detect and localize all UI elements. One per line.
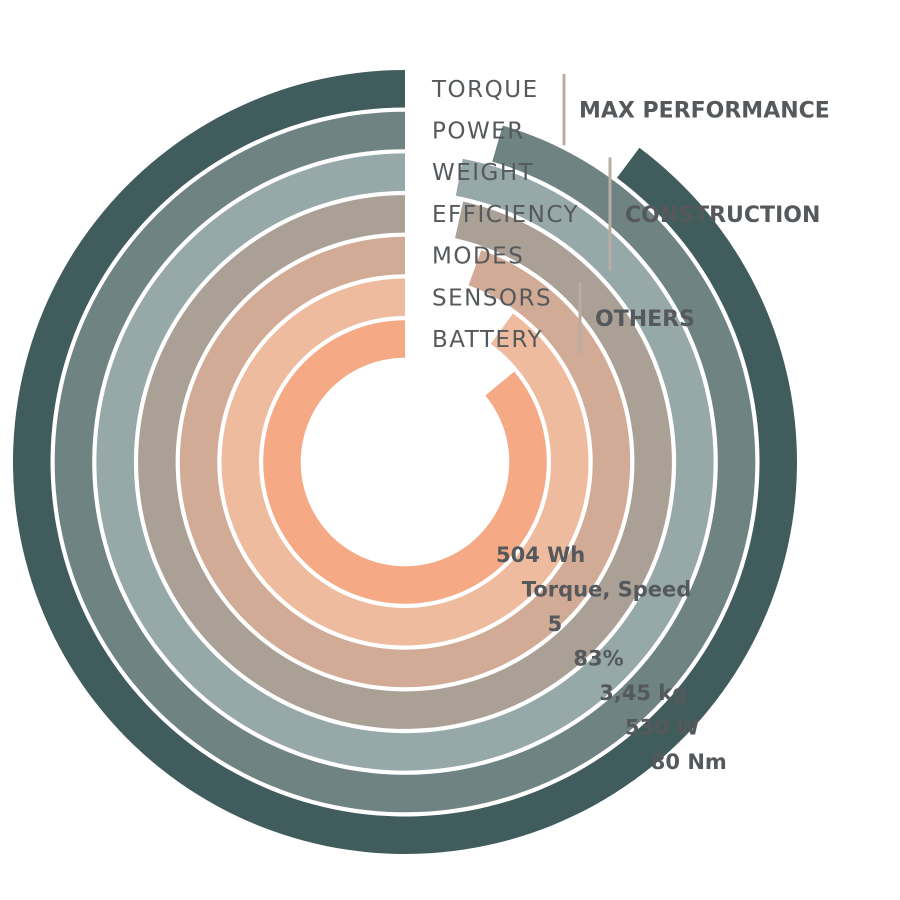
category-labels: TORQUE POWER WEIGHT EFFICIENCY MODES SENSORS B… bbox=[431, 77, 579, 353]
category-label-battery: BATTERY bbox=[432, 327, 543, 353]
value-label-modes: 5 bbox=[548, 612, 563, 636]
group-label-construction: CONSTRUCTION bbox=[625, 203, 820, 228]
value-labels: 80 Nm 530 W 3,45 kg 83% 5 Torque, Speed 504 Wh bbox=[496, 543, 727, 774]
value-label-torque: 80 Nm bbox=[651, 750, 727, 774]
category-label-efficiency: EFFICIENCY bbox=[432, 202, 579, 228]
value-label-weight: 3,45 kg bbox=[599, 681, 687, 705]
group-label-others: OTHERS bbox=[595, 307, 695, 332]
value-label-battery: 504 Wh bbox=[496, 543, 585, 567]
category-label-power: POWER bbox=[432, 118, 525, 144]
category-label-torque: TORQUE bbox=[431, 77, 539, 103]
group-labels: MAX PERFORMANCE CONSTRUCTION OTHERS bbox=[562, 74, 830, 354]
group-label-max-performance: MAX PERFORMANCE bbox=[579, 99, 830, 124]
category-label-modes: MODES bbox=[432, 244, 524, 270]
value-label-efficiency: 83% bbox=[573, 647, 623, 671]
category-label-weight: WEIGHT bbox=[432, 160, 534, 186]
category-label-sensors: SENSORS bbox=[432, 285, 552, 311]
value-label-sensors: Torque, Speed bbox=[522, 578, 692, 602]
value-label-power: 530 W bbox=[625, 716, 699, 740]
